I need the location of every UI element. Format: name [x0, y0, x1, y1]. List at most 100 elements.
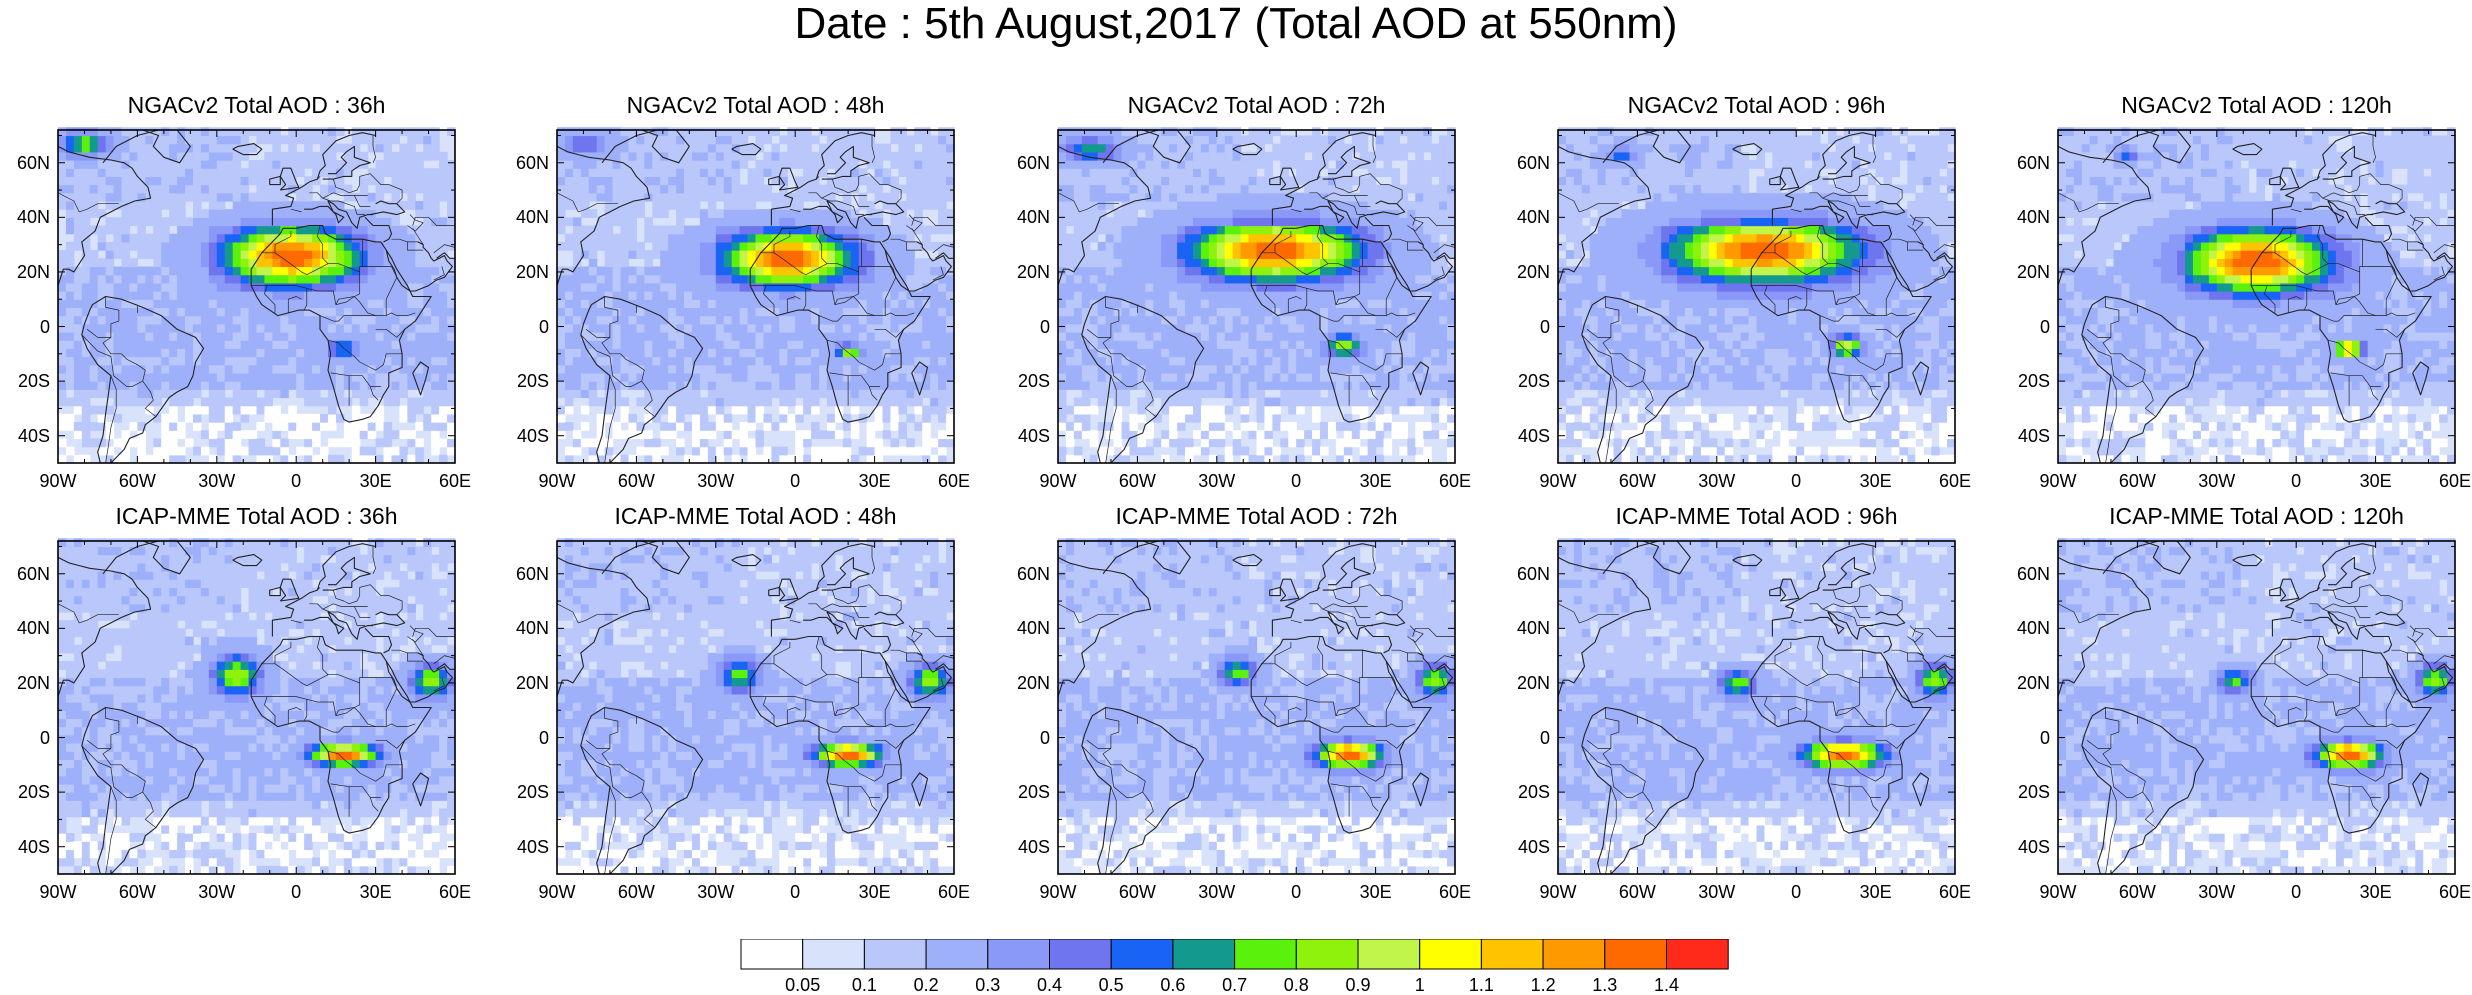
aod-cell	[1105, 356, 1115, 366]
aod-cell	[1192, 192, 1202, 202]
aod-cell	[588, 250, 598, 259]
aod-cell	[811, 135, 820, 145]
aod-cell	[97, 274, 107, 284]
aod-cell	[200, 430, 210, 440]
aod-cell	[216, 274, 226, 284]
aod-cell	[1161, 430, 1170, 440]
aod-cell	[1248, 348, 1258, 358]
aod-cell	[407, 331, 416, 341]
aod-cell	[81, 135, 91, 145]
aod-cell	[399, 200, 408, 210]
aod-cell	[866, 381, 876, 390]
aod-cell	[216, 135, 226, 145]
border-line	[858, 173, 902, 204]
aod-cell	[715, 389, 725, 399]
aod-cell	[1153, 233, 1162, 243]
aod-cell	[161, 331, 170, 341]
aod-cell	[423, 168, 432, 177]
aod-cell	[660, 446, 669, 456]
aod-cell	[715, 217, 725, 227]
aod-cell	[81, 397, 91, 407]
aod-cell	[288, 233, 297, 243]
aod-cell	[938, 291, 947, 300]
aod-cell	[819, 372, 828, 382]
aod-cell	[811, 422, 820, 431]
aod-cell	[1232, 331, 1242, 341]
aod-cell	[1240, 340, 1250, 349]
aod-cell	[447, 430, 456, 440]
aod-cell	[1280, 192, 1289, 202]
aod-cell	[795, 315, 804, 325]
aod-cell	[192, 151, 202, 161]
aod-cell	[1177, 184, 1186, 194]
aod-cell	[320, 323, 329, 333]
aod-cell	[1192, 266, 1202, 276]
aod-cell	[739, 348, 749, 358]
aod-cell	[1200, 135, 1210, 145]
aod-cell	[169, 340, 178, 349]
aod-cell	[1129, 233, 1138, 243]
aod-cell	[185, 151, 194, 161]
aod-cell	[113, 168, 123, 177]
aod-cell	[1081, 217, 1091, 227]
aod-cell	[588, 168, 598, 177]
aod-cell	[121, 241, 131, 251]
aod-cell	[335, 454, 345, 464]
aod-cell	[1208, 323, 1218, 333]
aod-cell	[65, 413, 75, 423]
aod-cell	[73, 200, 83, 210]
aod-cell	[399, 241, 408, 251]
aod-cell	[636, 446, 645, 456]
aod-cell	[296, 135, 305, 145]
aod-cell	[113, 184, 123, 194]
aod-cell	[1105, 233, 1115, 243]
coastline	[81, 295, 205, 464]
aod-cell	[58, 192, 67, 202]
aod-cell	[288, 258, 297, 268]
aod-cell	[375, 331, 385, 341]
aod-cell	[1089, 454, 1099, 464]
aod-cell	[803, 225, 812, 235]
aod-cell	[185, 405, 194, 415]
aod-cell	[272, 217, 281, 227]
aod-cell	[177, 389, 186, 399]
aod-cell	[232, 127, 242, 137]
aod-cell	[288, 225, 297, 235]
aod-cell	[580, 127, 590, 137]
aod-cell	[1097, 274, 1107, 284]
aod-cell	[1073, 151, 1083, 161]
aod-cell	[121, 307, 131, 317]
aod-cell	[763, 282, 772, 292]
aod-cell	[612, 209, 622, 218]
aod-cell	[216, 184, 226, 194]
aod-cell	[1058, 389, 1067, 399]
aod-cell	[715, 307, 725, 317]
aod-cell	[216, 282, 226, 292]
aod-cell	[1137, 299, 1146, 309]
aod-cell	[431, 217, 440, 227]
aod-cell	[312, 348, 321, 358]
aod-cell	[668, 233, 677, 243]
aod-cell	[73, 225, 83, 235]
aod-cell	[97, 266, 107, 276]
aod-cell	[684, 315, 693, 325]
aod-cell	[795, 438, 804, 448]
aod-cell	[779, 381, 788, 390]
aod-cell	[153, 200, 162, 210]
aod-cell	[826, 192, 836, 202]
aod-cell	[232, 430, 242, 440]
aod-cell	[304, 438, 313, 448]
aod-cell	[145, 291, 154, 300]
aod-cell	[65, 348, 75, 358]
y-tick-label: 60N	[16, 152, 50, 173]
aod-cell	[1065, 274, 1075, 284]
aod-cell	[153, 168, 162, 177]
aod-cell	[81, 454, 91, 464]
aod-cell	[161, 340, 170, 349]
aod-cell	[264, 160, 273, 169]
aod-cell	[604, 299, 614, 309]
aod-cell	[715, 250, 725, 259]
x-tick-label: 60W	[118, 471, 156, 491]
aod-cell	[89, 168, 99, 177]
aod-cell	[431, 209, 440, 218]
